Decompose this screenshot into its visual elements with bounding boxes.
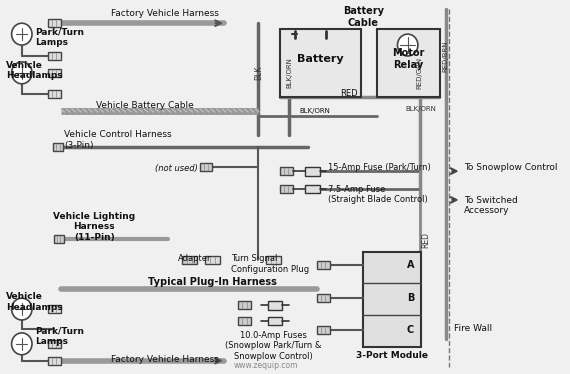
Bar xyxy=(305,167,320,175)
Text: Vehicle Control Harness
(3-Pin): Vehicle Control Harness (3-Pin) xyxy=(64,131,172,150)
Bar xyxy=(268,316,283,325)
Text: 3-Port Module: 3-Port Module xyxy=(356,351,428,360)
Text: BLK: BLK xyxy=(254,66,263,80)
Text: Factory Vehicle Harness: Factory Vehicle Harness xyxy=(111,355,219,364)
Bar xyxy=(182,257,197,264)
Text: Typical Plug-In Harness: Typical Plug-In Harness xyxy=(148,278,277,287)
Text: Fire Wall: Fire Wall xyxy=(454,324,492,334)
Bar xyxy=(317,261,330,269)
Bar xyxy=(363,252,421,347)
Text: Battery: Battery xyxy=(297,54,344,64)
Text: Park/Turn
Lamps: Park/Turn Lamps xyxy=(35,27,84,47)
Circle shape xyxy=(397,34,418,56)
Text: 15-Amp Fuse (Park/Turn): 15-Amp Fuse (Park/Turn) xyxy=(328,163,431,172)
Text: Turn Signal
Configuration Plug: Turn Signal Configuration Plug xyxy=(231,254,310,274)
Text: 7.5-Amp Fuse
(Straight Blade Control): 7.5-Amp Fuse (Straight Blade Control) xyxy=(328,185,428,205)
Text: RED/BRN: RED/BRN xyxy=(443,40,449,72)
Text: Vehicle
Headlamps: Vehicle Headlamps xyxy=(6,292,63,312)
Text: BLK/ORN: BLK/ORN xyxy=(299,108,331,114)
Bar xyxy=(266,257,280,264)
Bar xyxy=(205,257,221,264)
Bar xyxy=(238,317,251,325)
Text: RED/GRN: RED/GRN xyxy=(417,57,423,89)
Circle shape xyxy=(11,23,32,45)
Text: Adapter: Adapter xyxy=(178,254,211,263)
Bar xyxy=(54,143,63,151)
Bar xyxy=(238,301,251,309)
Text: 10.0-Amp Fuses
(Snowplow Park/Turn &
Snowplow Control): 10.0-Amp Fuses (Snowplow Park/Turn & Sno… xyxy=(225,331,321,361)
Bar xyxy=(48,69,61,77)
Text: Park/Turn
Lamps: Park/Turn Lamps xyxy=(35,327,84,346)
Bar xyxy=(48,52,61,60)
Bar xyxy=(48,90,61,98)
Text: (not used): (not used) xyxy=(155,164,198,173)
Bar xyxy=(54,234,63,243)
Text: Factory Vehicle Harness: Factory Vehicle Harness xyxy=(111,9,219,18)
Bar xyxy=(48,340,61,348)
Bar xyxy=(200,163,212,171)
Bar xyxy=(48,305,61,313)
Bar xyxy=(268,301,283,310)
Bar xyxy=(280,167,292,175)
Text: To Switched
Accessory: To Switched Accessory xyxy=(465,196,518,215)
Text: RED: RED xyxy=(340,89,358,98)
Text: www.zequip.com: www.zequip.com xyxy=(234,361,298,370)
Text: To Snowplow Control: To Snowplow Control xyxy=(465,163,558,172)
Text: Motor
Relay: Motor Relay xyxy=(392,48,425,70)
Text: Battery
Cable: Battery Cable xyxy=(343,6,384,28)
Circle shape xyxy=(11,298,32,320)
Bar xyxy=(317,326,330,334)
Circle shape xyxy=(11,333,32,355)
Text: C: C xyxy=(407,325,414,335)
Bar xyxy=(317,294,330,302)
Text: Vehicle
Headlamps: Vehicle Headlamps xyxy=(6,61,63,80)
Text: RED: RED xyxy=(421,232,430,248)
Bar xyxy=(280,185,292,193)
Text: A: A xyxy=(406,260,414,270)
Circle shape xyxy=(11,62,32,84)
Text: B: B xyxy=(407,293,414,303)
Bar xyxy=(280,29,361,96)
Text: Vehicle Lighting
Harness
(11-Pin): Vehicle Lighting Harness (11-Pin) xyxy=(53,212,135,242)
Bar xyxy=(48,19,61,27)
Text: Vehicle Battery Cable: Vehicle Battery Cable xyxy=(96,101,194,110)
Bar xyxy=(377,29,440,96)
Text: BLK/ORN: BLK/ORN xyxy=(286,58,292,88)
Bar xyxy=(48,357,61,365)
Bar xyxy=(305,184,320,193)
Text: BLK/ORN: BLK/ORN xyxy=(405,105,436,111)
